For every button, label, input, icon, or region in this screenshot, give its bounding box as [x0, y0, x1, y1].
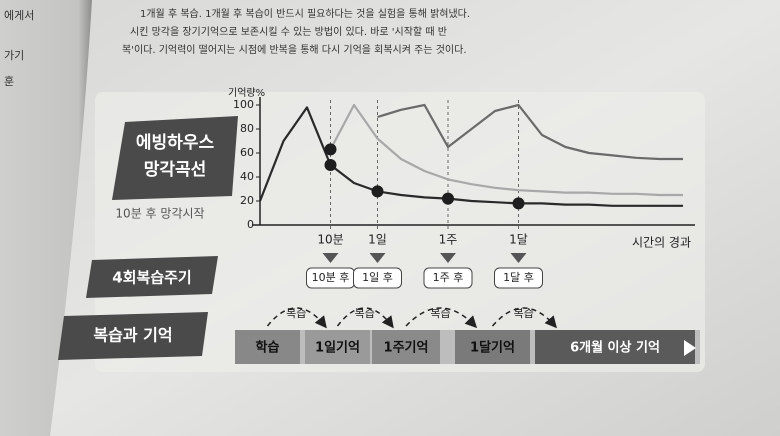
badge-label: 4회복습주기 — [112, 269, 191, 287]
y-tick-label: 0 — [247, 218, 254, 231]
flow-label: 6개월 이상 기억 — [570, 340, 660, 356]
x-tick-label: 10분 — [317, 233, 343, 247]
badge-label: 복습과 기억 — [93, 326, 172, 345]
y-tick-label: 20 — [240, 194, 254, 207]
x-tick-label: 1일 — [368, 233, 387, 247]
title-badge — [112, 116, 238, 200]
text-line: 복'이다. 기억력이 떨어지는 시점에 반복을 통해 다시 기억을 회복시켜 주… — [122, 43, 467, 56]
text-line: 1개월 후 복습. 1개월 후 복습이 반드시 필요하다는 것을 실험을 통해 … — [140, 7, 470, 20]
x-axis-label: 시간의 경과 — [632, 236, 691, 250]
review-label: 복습 — [514, 307, 534, 320]
flow-segment — [372, 330, 440, 364]
y-tick-label: 40 — [240, 170, 254, 183]
flow-label: 1달기억 — [470, 341, 515, 356]
review-label: 복습 — [286, 307, 306, 320]
text-fragment: 에게서 — [4, 9, 34, 22]
review-arc — [491, 307, 557, 329]
review-box-label: 1달 후 — [503, 271, 534, 284]
down-arrow — [510, 253, 527, 263]
memory-curve — [329, 103, 683, 197]
flow-segment — [535, 330, 695, 364]
review-box-label: 10분 후 — [312, 271, 350, 284]
x-tick-label: 1주 — [439, 233, 458, 247]
figure-panel — [95, 92, 705, 372]
review-point — [324, 159, 337, 171]
down-arrow — [440, 253, 456, 263]
memory-badge — [58, 312, 208, 360]
review-point — [324, 143, 337, 156]
review-flow: 10분 후 1일 후 1주 후 1달 후학습 1일기억 1주기억 1달기억 6개월 이상 기억… — [235, 253, 700, 364]
flow-segment — [235, 330, 300, 364]
y-tick-label: 100 — [233, 98, 254, 111]
y-tick-label: 80 — [240, 122, 254, 135]
cycle-badge — [86, 256, 218, 298]
review-box — [423, 267, 473, 289]
down-arrow — [322, 253, 339, 263]
text-fragment: 가기 — [4, 49, 24, 62]
flow-label: 1일기억 — [315, 341, 360, 356]
review-box-label: 1일 후 — [362, 270, 393, 284]
badge-title: 에빙하우스 — [136, 133, 215, 153]
flow-segment — [455, 330, 530, 364]
review-box — [353, 267, 402, 289]
review-label: 복습 — [355, 307, 375, 320]
memory-curve — [377, 103, 683, 161]
left-fragments: 에게서 가기 훈 — [4, 9, 34, 88]
badge-note: 10분 후 망각시작 — [115, 207, 204, 221]
left-page — [0, 0, 92, 436]
badge-title: 망각곡선 — [144, 160, 207, 180]
flow-label: 학습 — [256, 340, 280, 356]
y-tick-label: 60 — [240, 146, 254, 159]
review-box — [494, 267, 543, 289]
flow-segment — [305, 330, 370, 364]
y-axis-label: 기억량% — [228, 87, 265, 99]
down-arrow — [369, 253, 386, 263]
flow-label: 1주기억 — [384, 341, 429, 356]
x-tick-label: 1달 — [509, 233, 528, 247]
review-point — [512, 197, 525, 210]
text-line: 시킨 망각을 장기기억으로 보존시킬 수 있는 방법이 있다. 바로 '시작할 … — [130, 25, 447, 38]
text-fragment: 훈 — [4, 75, 14, 88]
body-text: 1개월 후 복습. 1개월 후 복습이 반드시 필요하다는 것을 실험을 통해 … — [122, 7, 470, 56]
review-point — [442, 192, 454, 205]
review-label: 복습 — [430, 307, 450, 320]
flow-arrow-head — [684, 340, 696, 356]
review-point — [371, 185, 384, 198]
review-box-label: 1주 후 — [433, 271, 464, 284]
review-arc — [405, 307, 478, 329]
